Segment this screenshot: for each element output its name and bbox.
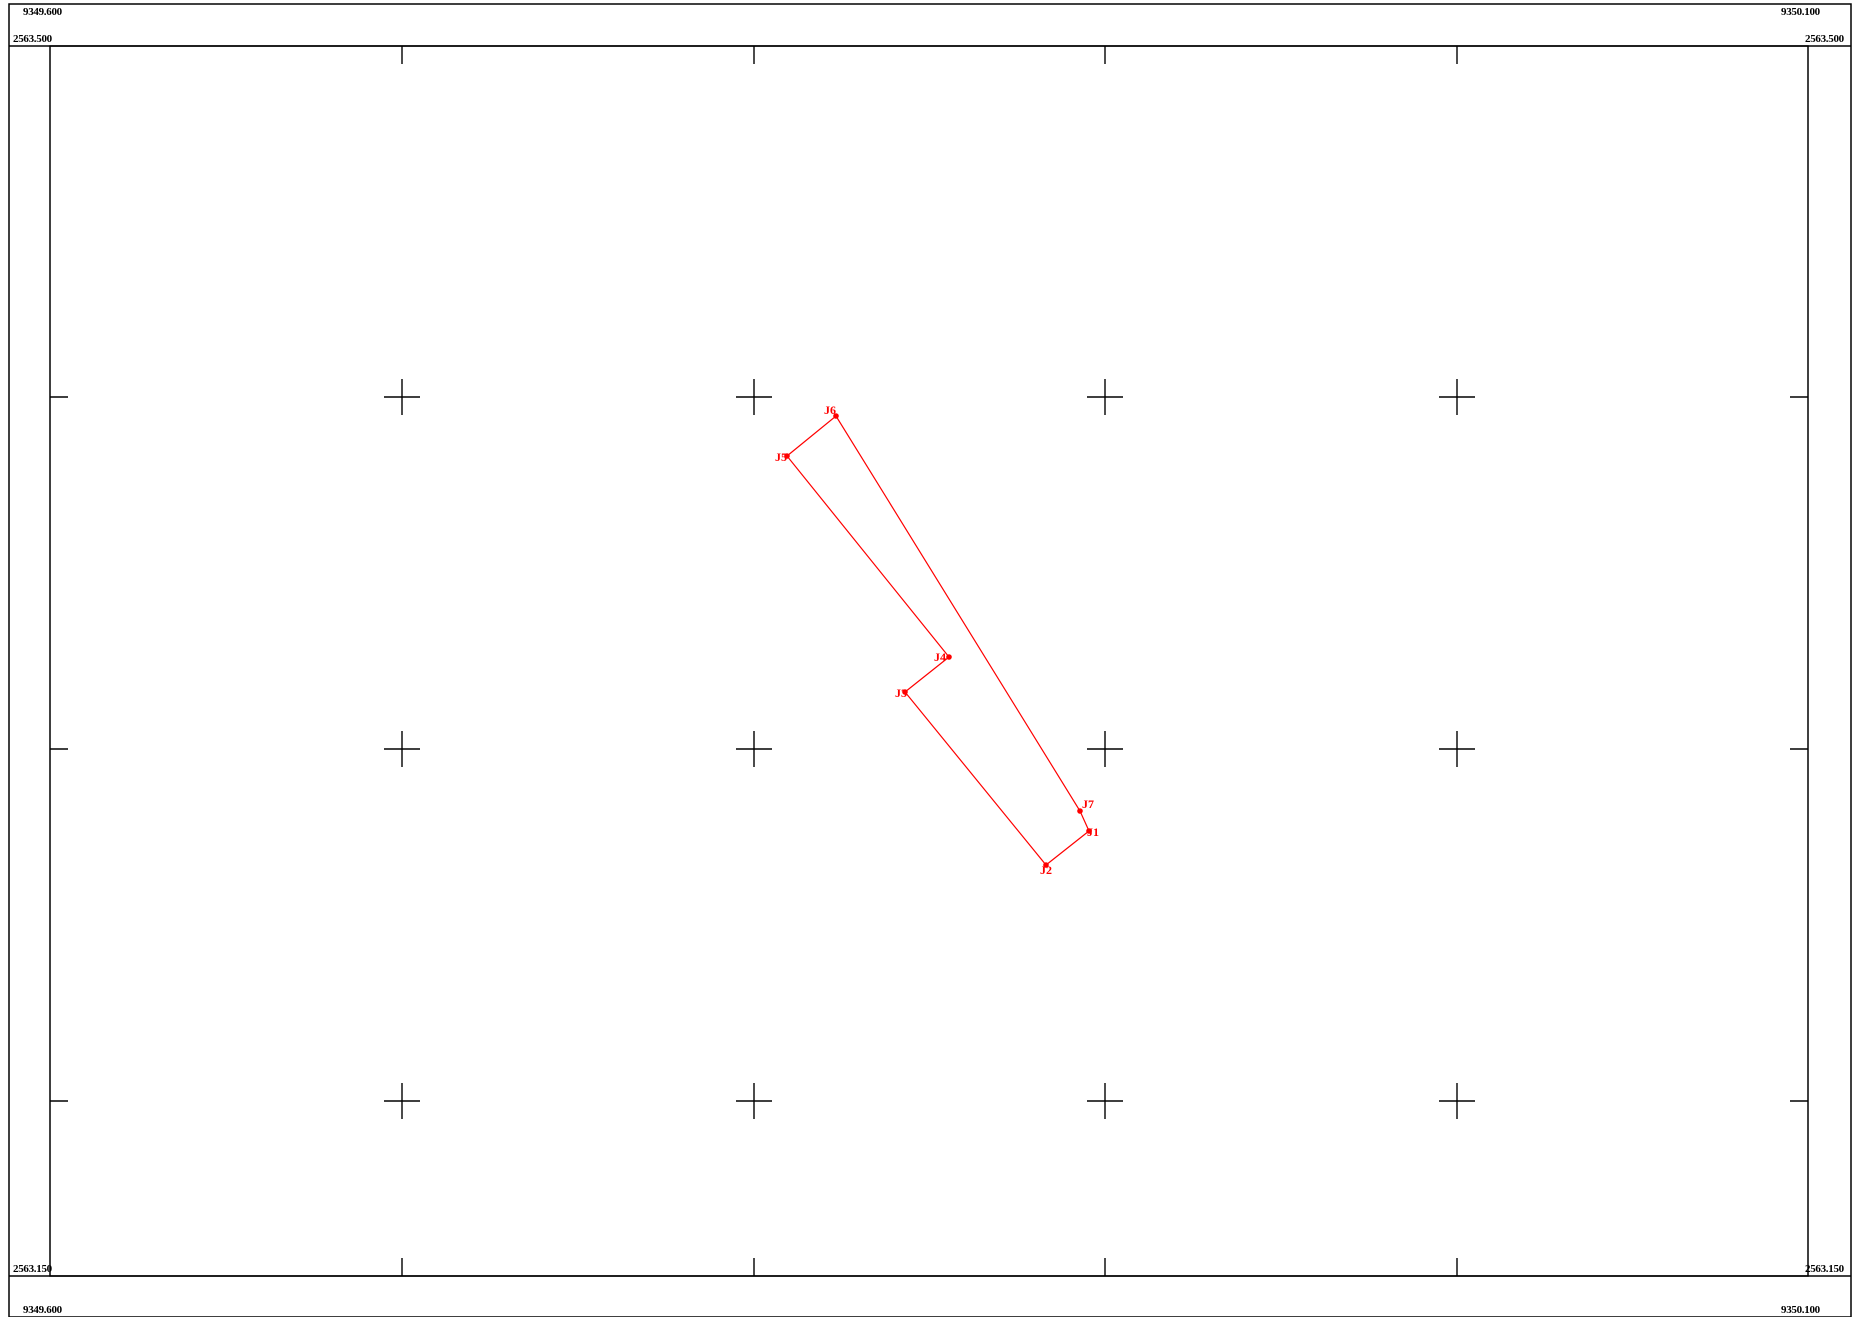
boundary-point-j7 [1077, 808, 1083, 814]
y-coord-top-left: 2563.500 [13, 33, 52, 45]
grid-cross [384, 731, 420, 767]
y-coord-top-right: 2563.500 [1805, 33, 1844, 45]
boundary-point-label-j5: J5 [775, 450, 787, 464]
grid-ticks [50, 46, 1808, 1276]
boundary-point-j3 [902, 689, 908, 695]
x-coord-bottom-left: 9349.600 [23, 1304, 62, 1316]
grid-cross [384, 379, 420, 415]
parcel-boundary [786, 415, 1090, 866]
boundary-point-label-j7: J7 [1082, 797, 1094, 811]
boundary-point-j2 [1043, 862, 1049, 868]
grid-cross [1087, 731, 1123, 767]
outer-frame [8, 3, 1852, 1317]
grid-cross [1439, 379, 1475, 415]
y-coord-bottom-left: 2563.150 [13, 1263, 52, 1275]
boundary-point-j5 [784, 453, 790, 459]
boundary-point-j1 [1086, 828, 1092, 834]
x-coord-bottom-right: 9350.100 [1781, 1304, 1820, 1316]
boundary-point-label-j2: J2 [1040, 863, 1052, 877]
boundary-point-label-j3: J3 [895, 686, 907, 700]
y-coord-bottom-right: 2563.150 [1805, 1263, 1844, 1275]
grid-cross [736, 379, 772, 415]
grid-cross [1439, 731, 1475, 767]
parcel-layer: J1 J2 J3 J4 J5 J6 J7 [775, 403, 1099, 877]
boundary-point-j4 [946, 654, 952, 660]
grid-cross [384, 1083, 420, 1119]
boundary-point-label-j1: J1 [1087, 825, 1099, 839]
grid-cross [1087, 379, 1123, 415]
grid-cross [736, 1083, 772, 1119]
x-coord-top-left: 9349.600 [23, 6, 62, 18]
grid-cross [1087, 1083, 1123, 1119]
grid-cross [736, 731, 772, 767]
boundary-point-label-j6: J6 [824, 403, 836, 417]
boundary-point-label-j4: J4 [934, 650, 946, 664]
inner-frame [49, 45, 1809, 1277]
grid-cross [1439, 1083, 1475, 1119]
boundary-point-j6 [833, 413, 839, 419]
x-coord-top-right: 9350.100 [1781, 6, 1820, 18]
